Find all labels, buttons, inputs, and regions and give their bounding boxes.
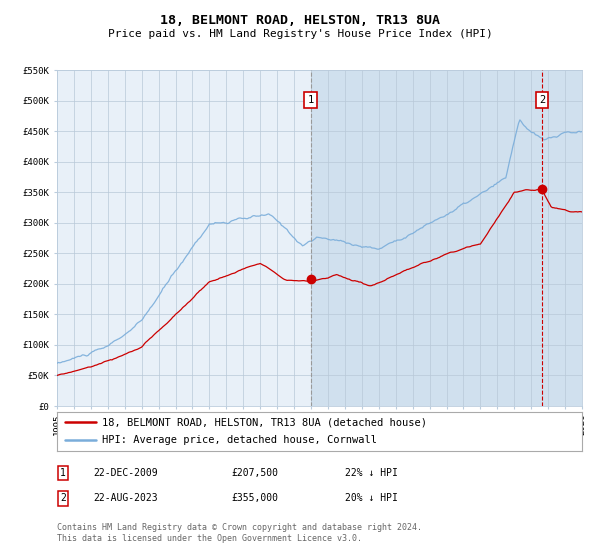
Text: 22% ↓ HPI: 22% ↓ HPI <box>345 468 398 478</box>
Bar <box>311 70 582 406</box>
Text: HPI: Average price, detached house, Cornwall: HPI: Average price, detached house, Corn… <box>101 435 377 445</box>
Text: £355,000: £355,000 <box>231 493 278 503</box>
Text: 22-DEC-2009: 22-DEC-2009 <box>93 468 158 478</box>
Text: 1: 1 <box>307 95 314 105</box>
Text: 18, BELMONT ROAD, HELSTON, TR13 8UA (detached house): 18, BELMONT ROAD, HELSTON, TR13 8UA (det… <box>101 417 427 427</box>
Text: 2: 2 <box>539 95 545 105</box>
Text: 18, BELMONT ROAD, HELSTON, TR13 8UA: 18, BELMONT ROAD, HELSTON, TR13 8UA <box>160 14 440 27</box>
Text: Price paid vs. HM Land Registry's House Price Index (HPI): Price paid vs. HM Land Registry's House … <box>107 29 493 39</box>
Text: £207,500: £207,500 <box>231 468 278 478</box>
Text: 1: 1 <box>60 468 66 478</box>
Text: 22-AUG-2023: 22-AUG-2023 <box>93 493 158 503</box>
Text: Contains HM Land Registry data © Crown copyright and database right 2024.: Contains HM Land Registry data © Crown c… <box>57 523 422 532</box>
Text: 2: 2 <box>60 493 66 503</box>
Text: This data is licensed under the Open Government Licence v3.0.: This data is licensed under the Open Gov… <box>57 534 362 543</box>
Text: 20% ↓ HPI: 20% ↓ HPI <box>345 493 398 503</box>
